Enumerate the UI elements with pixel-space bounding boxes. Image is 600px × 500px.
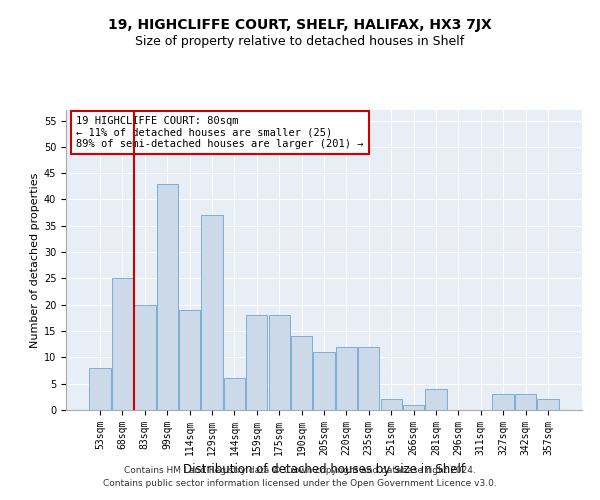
Text: Size of property relative to detached houses in Shelf: Size of property relative to detached ho… — [136, 35, 464, 48]
Text: 19, HIGHCLIFFE COURT, SHELF, HALIFAX, HX3 7JX: 19, HIGHCLIFFE COURT, SHELF, HALIFAX, HX… — [108, 18, 492, 32]
Y-axis label: Number of detached properties: Number of detached properties — [29, 172, 40, 348]
Bar — [246, 316, 268, 410]
Bar — [493, 394, 514, 410]
Bar — [157, 184, 178, 410]
Bar — [179, 310, 200, 410]
Bar — [112, 278, 133, 410]
Bar — [380, 400, 402, 410]
Bar — [425, 389, 446, 410]
Bar — [202, 216, 223, 410]
X-axis label: Distribution of detached houses by size in Shelf: Distribution of detached houses by size … — [183, 464, 465, 476]
Bar — [515, 394, 536, 410]
Bar — [537, 400, 559, 410]
Text: Contains HM Land Registry data © Crown copyright and database right 2024.
Contai: Contains HM Land Registry data © Crown c… — [103, 466, 497, 487]
Bar — [313, 352, 335, 410]
Bar — [403, 404, 424, 410]
Bar — [358, 347, 379, 410]
Bar — [134, 304, 155, 410]
Bar — [291, 336, 312, 410]
Text: 19 HIGHCLIFFE COURT: 80sqm
← 11% of detached houses are smaller (25)
89% of semi: 19 HIGHCLIFFE COURT: 80sqm ← 11% of deta… — [76, 116, 364, 149]
Bar — [336, 347, 357, 410]
Bar — [269, 316, 290, 410]
Bar — [224, 378, 245, 410]
Bar — [89, 368, 111, 410]
